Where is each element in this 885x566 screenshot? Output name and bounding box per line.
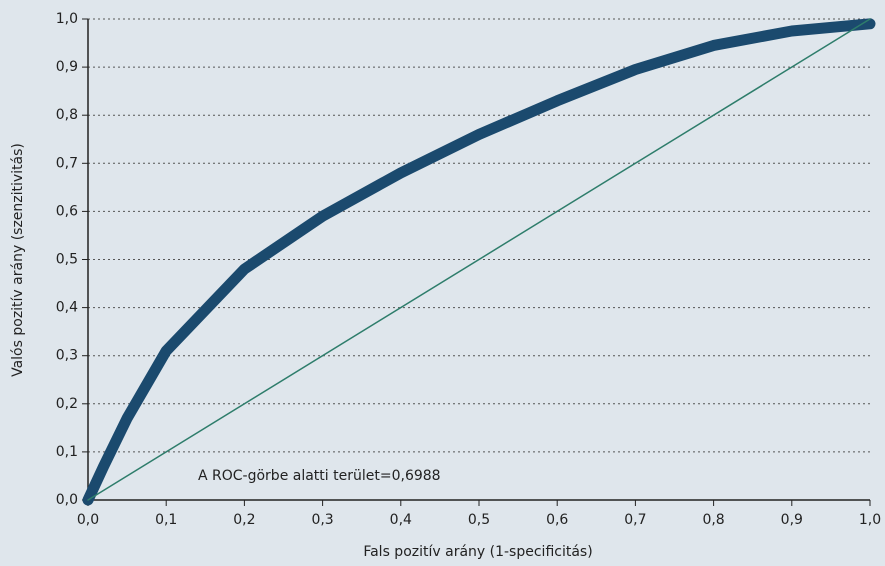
- x-tick-label: 0,8: [702, 512, 724, 528]
- y-tick-label: 0,6: [56, 203, 78, 219]
- annotation: A ROC-görbe alatti terület=0,6988: [198, 468, 441, 484]
- y-tick-label: 0,2: [56, 396, 78, 412]
- reference-line: [87, 18, 871, 501]
- x-tick-label: 0,1: [155, 512, 177, 528]
- x-tick-label: 1,0: [859, 512, 881, 528]
- y-tick-label: 0,0: [56, 492, 78, 508]
- x-tick-label: 0,5: [468, 512, 490, 528]
- y-tick-label: 1,0: [56, 11, 78, 27]
- x-tick-label: 0,6: [546, 512, 568, 528]
- y-tick-label: 0,1: [56, 444, 78, 460]
- y-tick-label: 0,9: [56, 59, 78, 75]
- x-tick-label: 0,0: [77, 512, 99, 528]
- x-tick-label: 0,3: [311, 512, 333, 528]
- roc-curve: [82, 18, 876, 506]
- x-axis-label: Fals pozitív arány (1-specificitás): [363, 544, 592, 560]
- y-tick-label: 0,3: [56, 348, 78, 364]
- x-tick-label: 0,4: [390, 512, 412, 528]
- y-tick-label: 0,5: [56, 252, 78, 268]
- x-tick-label: 0,7: [624, 512, 646, 528]
- y-axis-label: Valós pozitív arány (szenzitivitás): [10, 143, 26, 377]
- y-tick-label: 0,7: [56, 155, 78, 171]
- x-tick-label: 0,2: [233, 512, 255, 528]
- x-tick-label: 0,9: [781, 512, 803, 528]
- y-tick-label: 0,4: [56, 300, 78, 316]
- y-tick-label: 0,8: [56, 107, 78, 123]
